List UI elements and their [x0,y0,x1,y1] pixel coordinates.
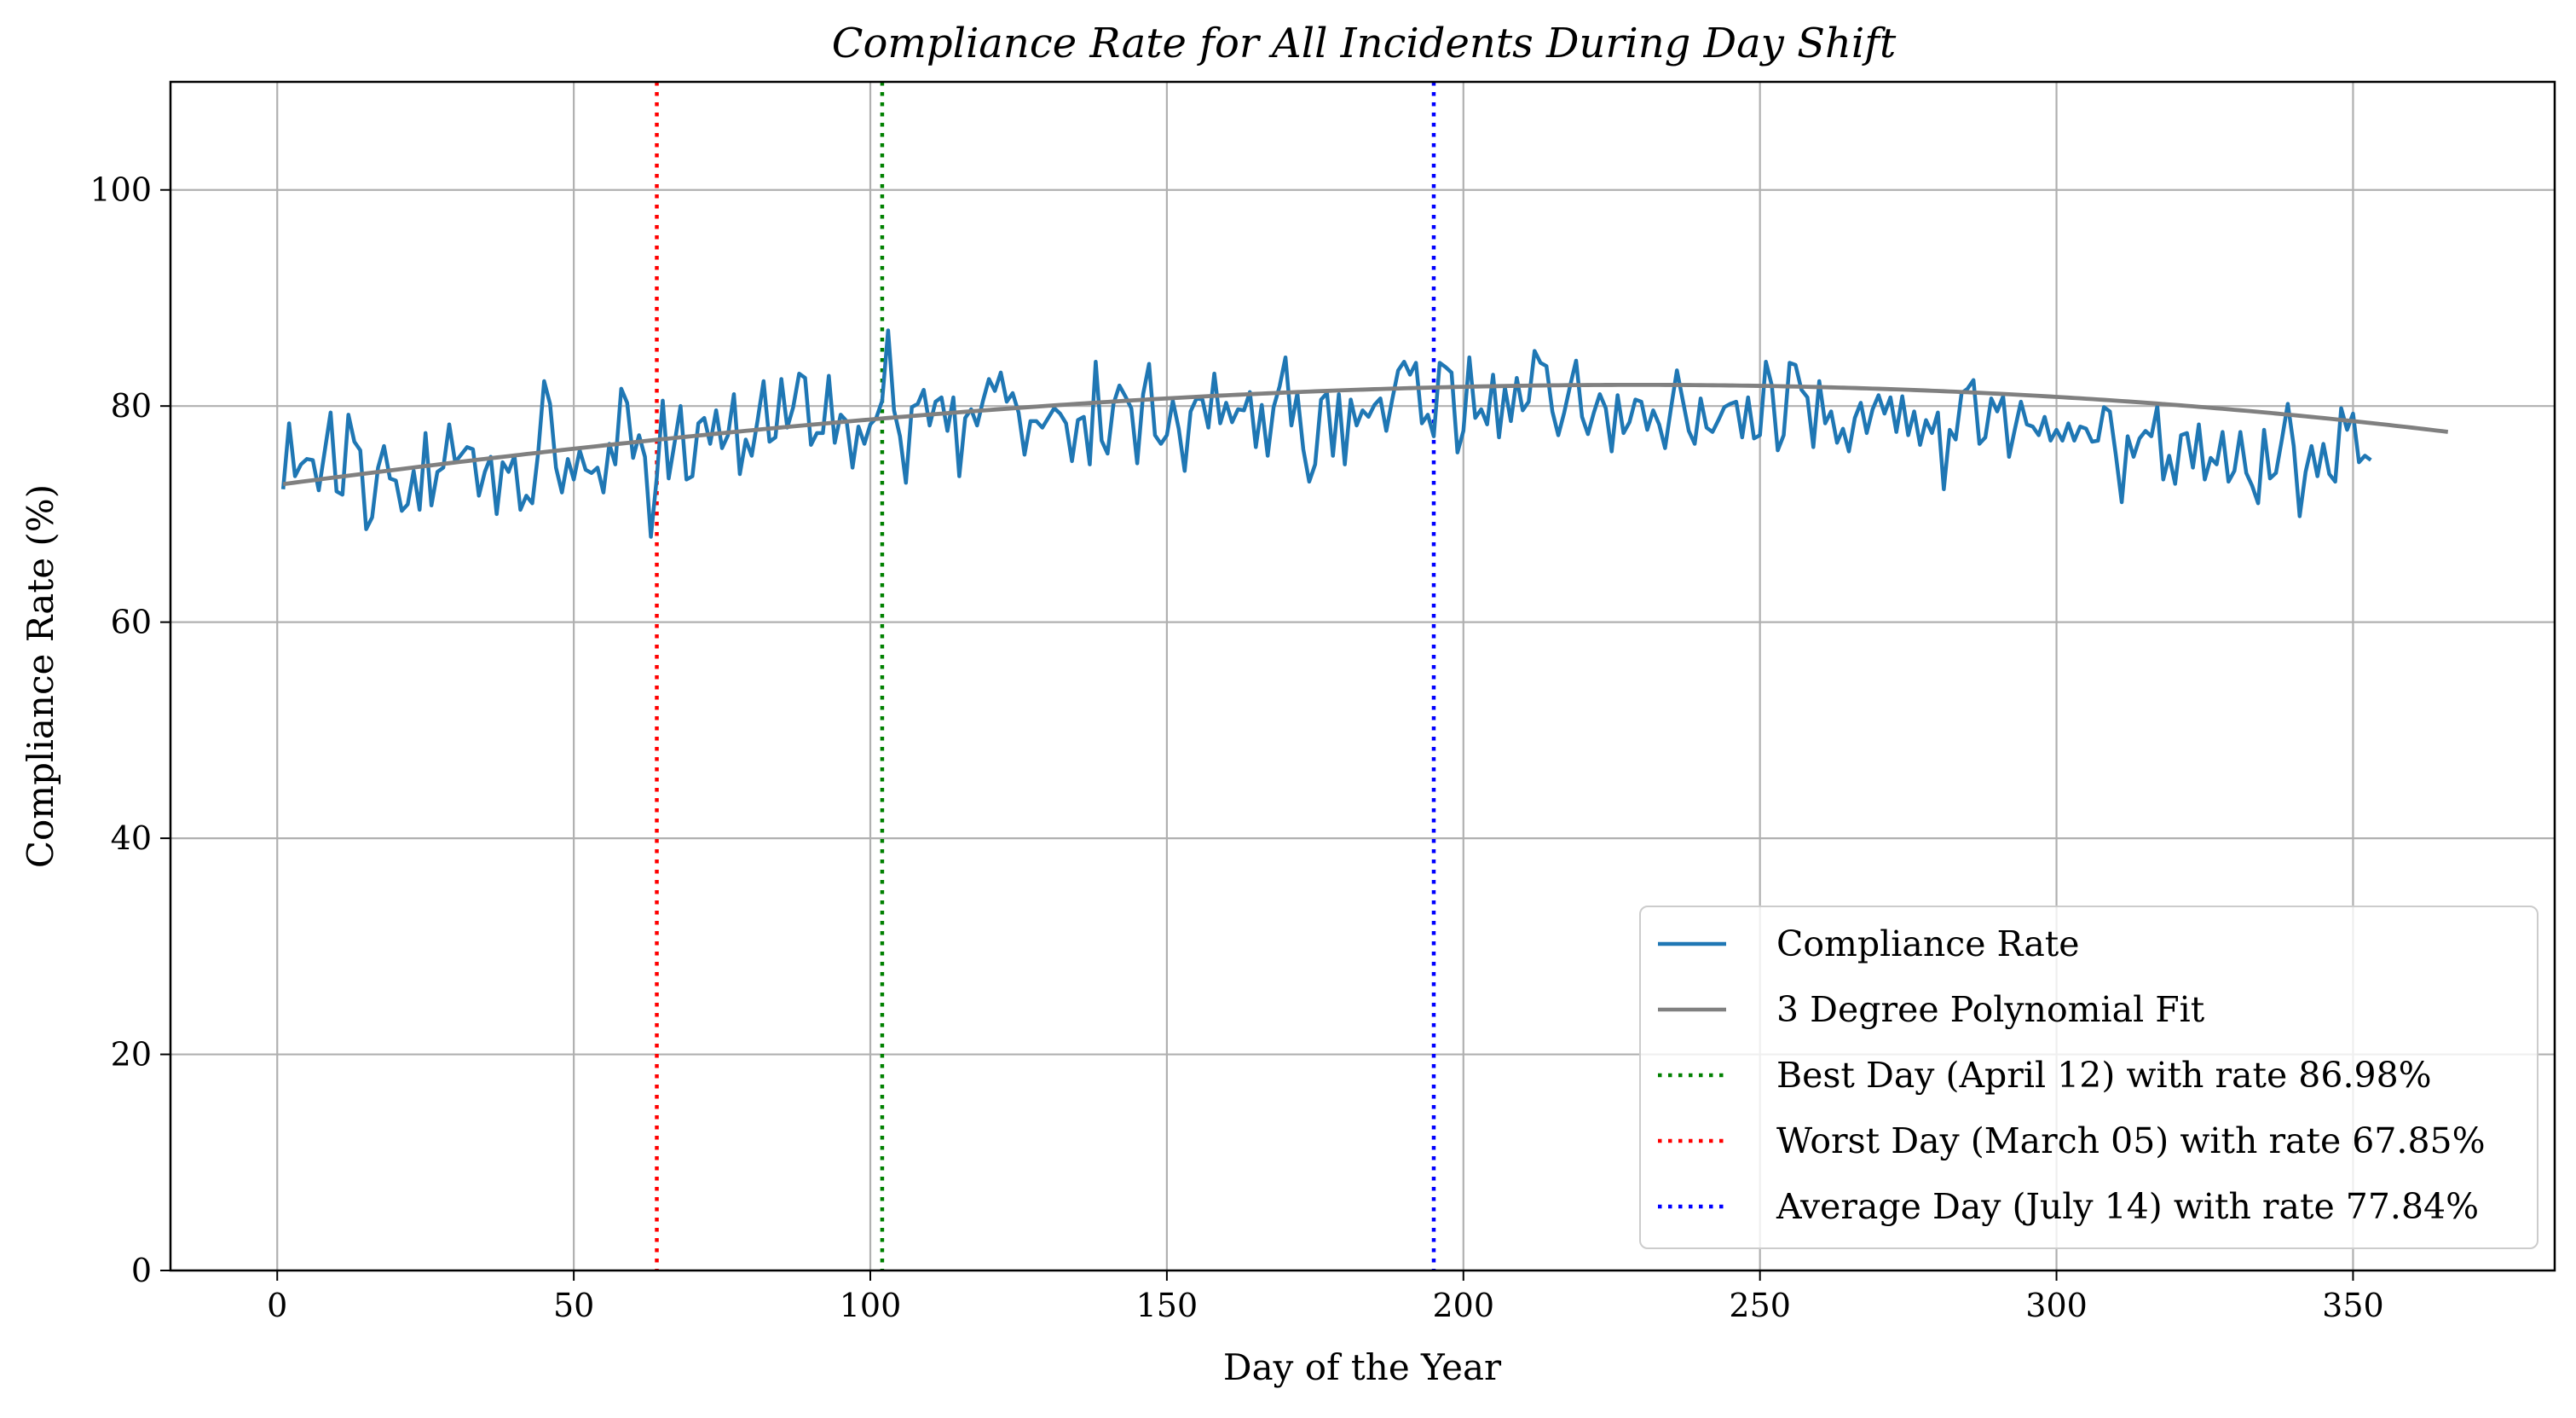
x-tick-label: 150 [1136,1287,1198,1324]
series-line [280,328,2372,539]
series-line [282,382,2449,487]
x-axis-label: Day of the Year [1223,1346,1502,1388]
series-layer [280,328,2449,539]
x-tick-label: 100 [840,1287,902,1324]
legend-label: Best Day (April 12) with rate 86.98% [1776,1055,2432,1096]
y-tick-label: 60 [111,604,152,641]
legend-box [1639,906,2538,1249]
marker-lines [655,82,1436,1270]
legend-label: Average Day (July 14) with rate 77.84% [1776,1186,2479,1227]
legend: Compliance Rate 3 Degree Polynomial Fit Be… [1639,906,2538,1249]
y-axis-ticks: 0 20 40 60 80 100 [90,171,170,1289]
y-tick-label: 100 [90,171,152,209]
legend-label: 3 Degree Polynomial Fit [1776,989,2205,1030]
x-tick-label: 250 [1729,1287,1791,1324]
x-tick-label: 200 [1433,1287,1495,1324]
x-tick-label: 0 [267,1287,287,1324]
x-tick-label: 350 [2322,1287,2384,1324]
y-axis-label: Compliance Rate (%) [20,484,61,868]
y-tick-label: 20 [111,1036,152,1074]
x-tick-label: 50 [553,1287,594,1324]
y-tick-label: 40 [111,819,152,857]
legend-label: Compliance Rate [1776,923,2080,964]
chart-title: Compliance Rate for All Incidents During… [832,20,1897,67]
y-tick-label: 80 [111,387,152,425]
plot-frame [169,80,2556,1272]
legend-label: Worst Day (March 05) with rate 67.85% [1776,1120,2486,1161]
x-axis-ticks: 0 50 100 150 200 250 300 350 [267,1270,2384,1324]
x-tick-label: 300 [2025,1287,2088,1324]
y-tick-label: 0 [131,1252,152,1289]
